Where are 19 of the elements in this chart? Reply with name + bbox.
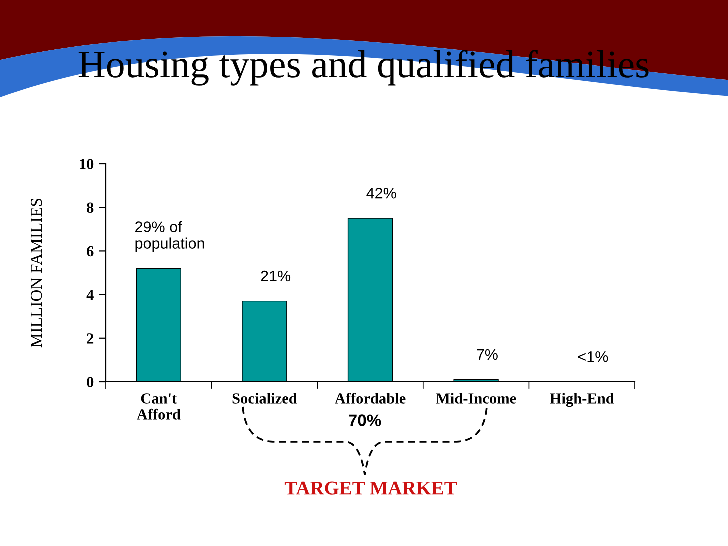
annotation: 42% <box>366 188 396 199</box>
x-tick-label: High-End <box>550 393 614 408</box>
x-tick-label: Affordable <box>335 392 406 404</box>
y-tick-label: 4 <box>86 290 94 300</box>
y-tick-label: 2 <box>87 334 94 344</box>
x-tick-label: Mid-Income <box>436 393 516 404</box>
y-tick-label: 10 <box>80 159 94 170</box>
x-tick-label: Socialized <box>232 393 298 404</box>
text: 70% <box>349 414 382 426</box>
annotation: <1% <box>578 352 608 362</box>
y-tick-label: 6 <box>87 246 94 257</box>
y-tick-label: 8 <box>87 202 94 214</box>
text: TARGET MARKET <box>284 482 458 495</box>
y-axis-title: MILLION FAMILIES <box>30 198 42 348</box>
y-tick-label: 0 <box>87 377 94 388</box>
annotation: 21% <box>261 270 291 282</box>
x-tick-label: Can't Afford <box>136 394 181 420</box>
annotation: 29% of population <box>136 221 204 252</box>
annotation: 7% <box>477 349 498 360</box>
